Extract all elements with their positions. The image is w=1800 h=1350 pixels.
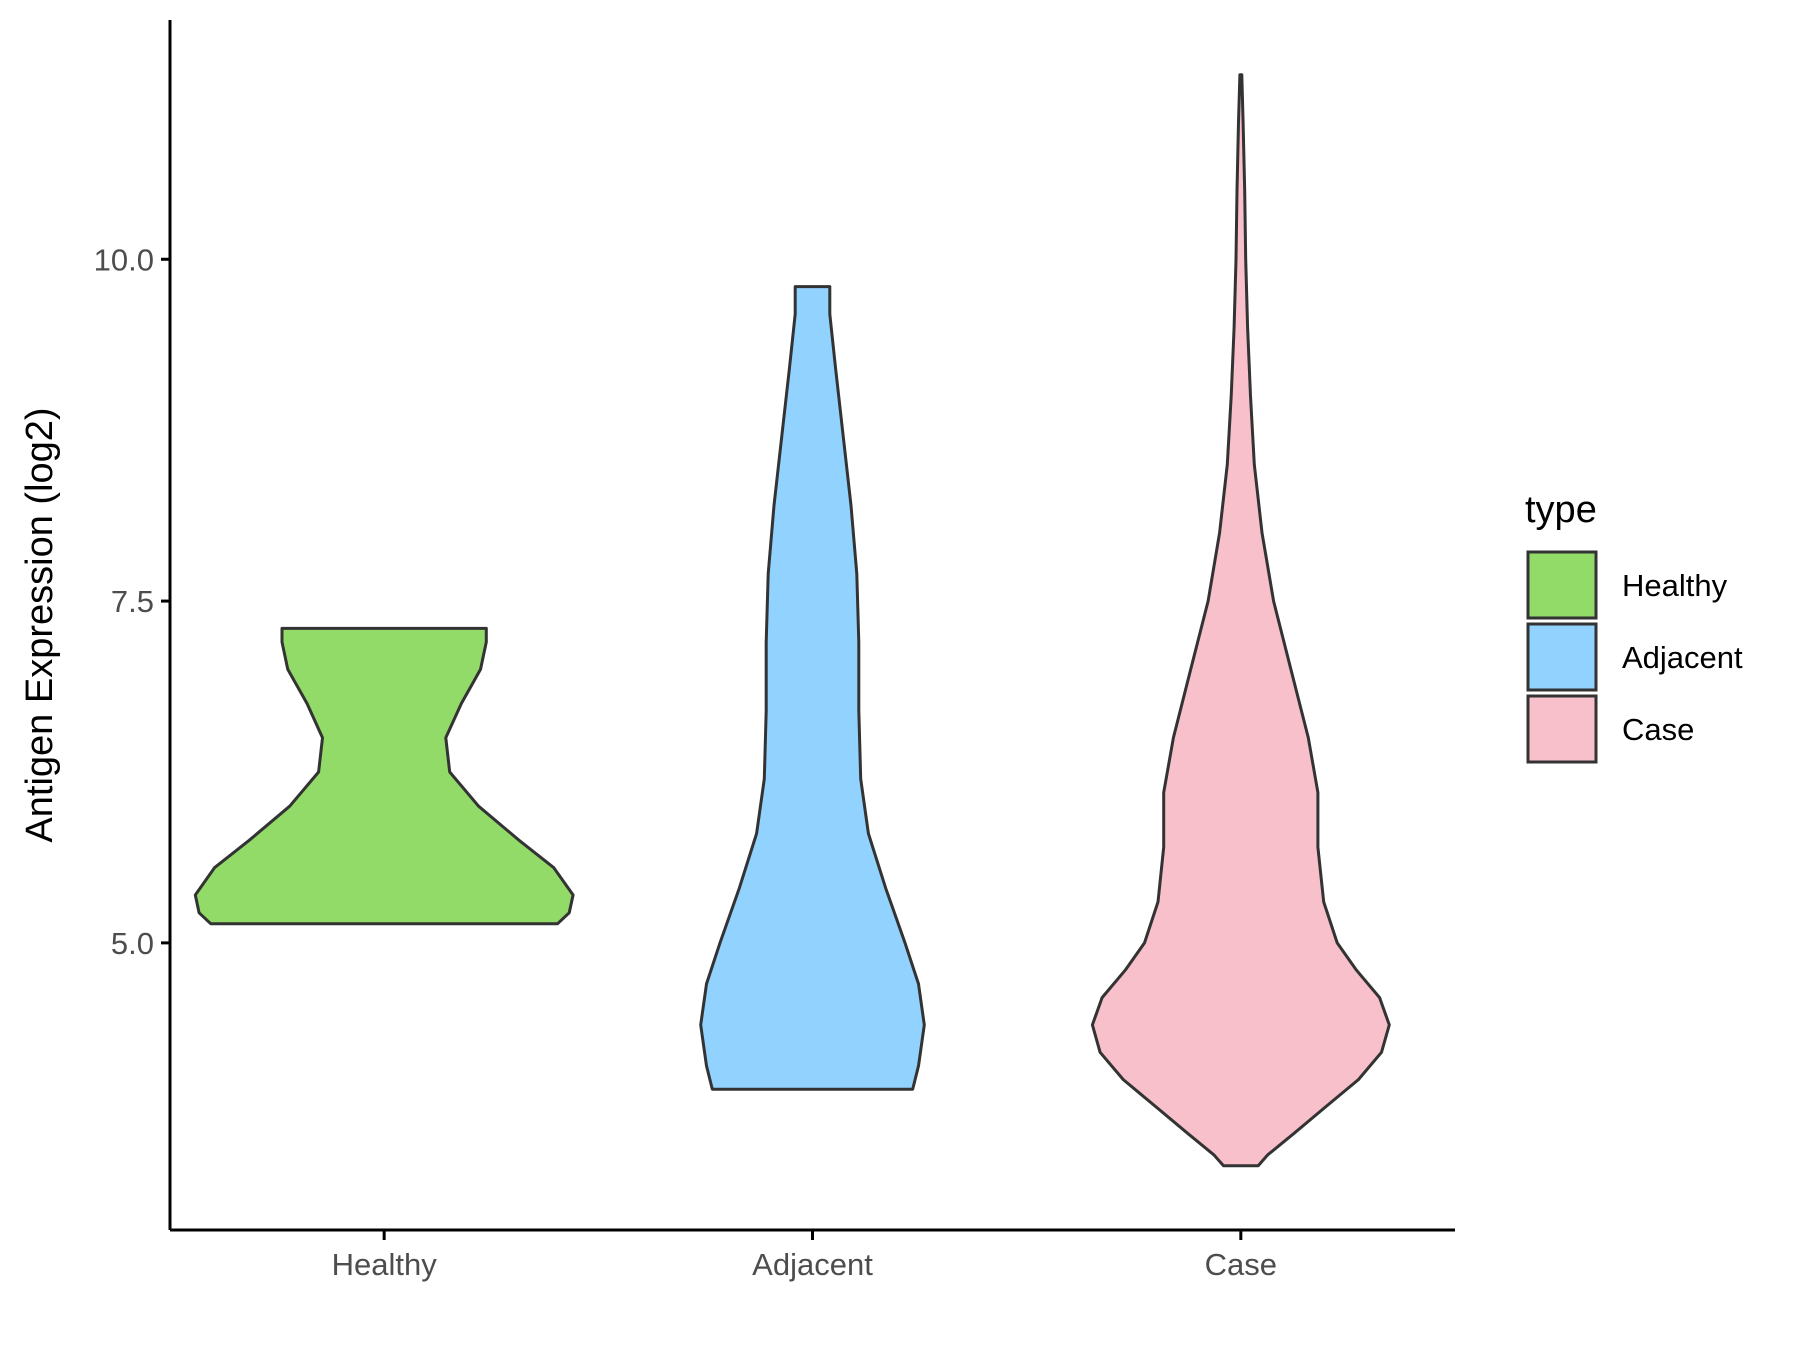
x-tick-label: Case: [1205, 1247, 1277, 1282]
x-ticks: Healthy Adjacent Case: [332, 1230, 1277, 1282]
legend-label: Healthy: [1622, 568, 1728, 603]
axes: 5.0 7.5 10.0 Healthy Adjacent Case: [94, 20, 1455, 1282]
y-tick-label: 10.0: [94, 242, 154, 277]
y-tick-label: 5.0: [111, 926, 154, 961]
x-tick-label: Adjacent: [752, 1247, 873, 1282]
legend-swatch-case: [1526, 694, 1598, 764]
y-tick-label: 7.5: [111, 584, 154, 619]
legend-label: Adjacent: [1622, 640, 1743, 675]
x-tick-label: Healthy: [332, 1247, 438, 1282]
y-ticks: 5.0 7.5 10.0: [94, 242, 170, 961]
violin-case: [1090, 73, 1391, 1168]
violin-layer: [193, 73, 1391, 1168]
legend: type Healthy Adjacent Case: [1525, 489, 1743, 764]
legend-title: type: [1525, 489, 1597, 531]
violin-healthy: [193, 626, 575, 926]
legend-label: Case: [1622, 712, 1694, 747]
legend-items: Healthy Adjacent Case: [1526, 550, 1743, 764]
violin-adjacent: [699, 285, 926, 1091]
y-axis-title: Antigen Expression (log2): [19, 407, 61, 842]
legend-swatch-adjacent: [1526, 622, 1598, 692]
legend-swatch-healthy: [1526, 550, 1598, 620]
